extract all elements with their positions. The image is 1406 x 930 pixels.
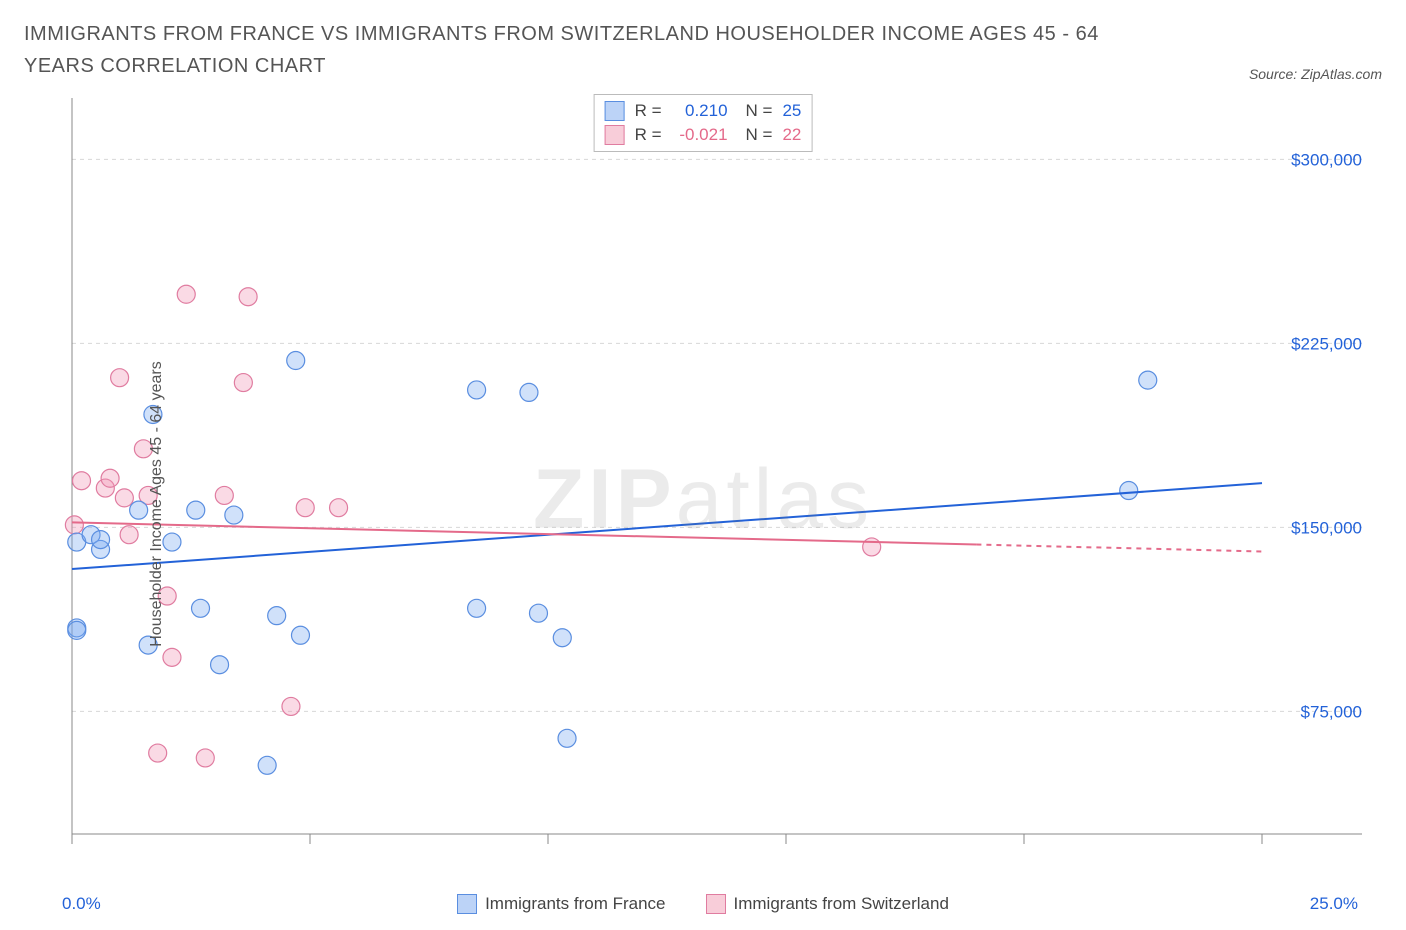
n-label: N =	[746, 125, 773, 145]
swatch-france	[457, 894, 477, 914]
legend-item-france: Immigrants from France	[457, 894, 665, 914]
r-value-swiss: -0.021	[672, 125, 728, 145]
stats-legend: R = 0.210 N = 25 R = -0.021 N = 22	[594, 94, 813, 152]
y-axis-title: Householder Income Ages 45 - 64 years	[148, 361, 166, 647]
chart-title: IMMIGRANTS FROM FRANCE VS IMMIGRANTS FRO…	[24, 18, 1124, 82]
chart-container: Householder Income Ages 45 - 64 years R …	[24, 94, 1382, 914]
r-label: R =	[635, 101, 662, 121]
legend-item-swiss: Immigrants from Switzerland	[706, 894, 949, 914]
svg-text:$150,000: $150,000	[1291, 518, 1362, 537]
svg-text:$300,000: $300,000	[1291, 150, 1362, 169]
legend-label-france: Immigrants from France	[485, 894, 665, 914]
swatch-swiss	[605, 125, 625, 145]
scatter-chart: $75,000 $150,000 $225,000 $300,000	[24, 94, 1382, 884]
r-label: R =	[635, 125, 662, 145]
bottom-legend: Immigrants from France Immigrants from S…	[24, 894, 1382, 914]
n-value-france: 25	[782, 101, 801, 121]
swatch-france	[605, 101, 625, 121]
stats-row-swiss: R = -0.021 N = 22	[605, 123, 802, 147]
svg-text:$225,000: $225,000	[1291, 334, 1362, 353]
n-label: N =	[746, 101, 773, 121]
legend-label-swiss: Immigrants from Switzerland	[734, 894, 949, 914]
source-attribution: Source: ZipAtlas.com	[1249, 66, 1382, 82]
svg-text:$75,000: $75,000	[1301, 702, 1362, 721]
swatch-swiss	[706, 894, 726, 914]
n-value-swiss: 22	[782, 125, 801, 145]
stats-row-france: R = 0.210 N = 25	[605, 99, 802, 123]
r-value-france: 0.210	[672, 101, 728, 121]
